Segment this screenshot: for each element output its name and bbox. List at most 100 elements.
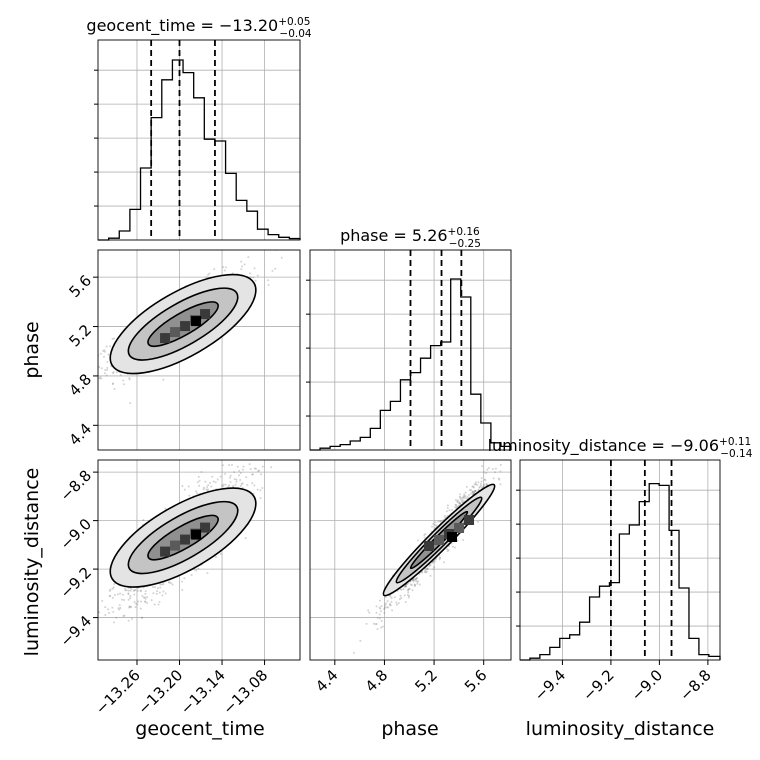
- scatter-point: [103, 349, 106, 352]
- scatter-point: [434, 524, 437, 527]
- scatter-point: [109, 345, 112, 348]
- scatter-point: [255, 467, 258, 470]
- scatter-point: [383, 608, 386, 611]
- ytick-label-phase: 5.2: [65, 321, 95, 351]
- scatter-point: [242, 468, 245, 471]
- scatter-point: [474, 490, 477, 493]
- scatter-point: [93, 371, 95, 373]
- scatter-point: [455, 503, 458, 506]
- scatter-point: [260, 473, 263, 476]
- scatter-point: [103, 350, 106, 353]
- scatter-point: [424, 571, 427, 574]
- title-main: luminosity_distance = −9.06: [488, 436, 719, 456]
- scatter-point: [428, 564, 431, 567]
- scatter-point: [119, 606, 122, 609]
- scatter-point: [472, 486, 475, 489]
- scatter-point: [242, 465, 245, 468]
- scatter-point: [159, 586, 162, 589]
- scatter-point: [100, 367, 103, 370]
- scatter-point: [223, 269, 226, 272]
- ytick-label-phase: 5.6: [65, 272, 95, 302]
- scatter-point: [162, 583, 165, 586]
- scatter-point: [228, 484, 231, 487]
- scatter-point: [424, 532, 427, 535]
- scatter-point: [456, 506, 459, 509]
- scatter-point: [242, 454, 244, 456]
- title-sup: +0.05: [278, 16, 310, 28]
- scatter-point: [135, 602, 138, 605]
- scatter-point: [161, 594, 164, 597]
- scatter-point: [435, 524, 438, 527]
- scatter-point: [390, 597, 393, 600]
- scatter-point: [202, 488, 205, 491]
- scatter-point: [253, 267, 256, 270]
- panel-frame: [309, 459, 512, 661]
- scatter-point: [393, 596, 396, 599]
- xtick-label-geocent_time: −13.20: [134, 666, 186, 718]
- hist-step-luminosity_distance: [520, 482, 721, 661]
- scatter-point: [122, 379, 125, 382]
- scatter-point: [111, 337, 114, 340]
- scatter-point: [477, 488, 480, 491]
- scatter-point: [395, 601, 398, 604]
- scatter-point: [470, 492, 473, 495]
- scatter-point: [446, 550, 449, 553]
- scatter-point: [139, 607, 142, 610]
- scatter-point: [256, 455, 258, 457]
- scatter-point: [127, 589, 130, 592]
- scatter-point: [231, 247, 233, 249]
- scatter-point: [487, 466, 490, 469]
- scatter-point: [432, 568, 435, 571]
- scatter-point: [229, 476, 232, 479]
- scatter-point: [221, 464, 224, 467]
- scatter-point: [442, 561, 445, 564]
- scatter-point: [261, 465, 264, 468]
- scatter-point: [474, 489, 477, 492]
- scatter-point: [236, 465, 239, 468]
- scatter-point: [464, 495, 467, 498]
- scatter-point: [416, 580, 419, 583]
- scatter-point: [144, 600, 147, 603]
- scatter-point: [413, 585, 416, 588]
- panel-frame: [309, 249, 512, 451]
- scatter-point: [239, 478, 242, 481]
- density-block: [180, 534, 191, 545]
- scatter-point: [408, 595, 411, 598]
- scatter-point: [157, 603, 160, 606]
- scatter-point: [459, 496, 462, 499]
- scatter-point: [168, 581, 171, 584]
- scatter-point: [200, 471, 203, 474]
- density-block: [160, 333, 171, 344]
- scatter-point: [123, 598, 126, 601]
- scatter-point: [445, 510, 448, 513]
- scatter-point: [375, 605, 378, 608]
- scatter-point: [240, 482, 243, 485]
- scatter-point: [214, 556, 217, 559]
- scatter-point: [115, 371, 118, 374]
- scatter-point: [372, 622, 375, 625]
- scatter-point: [259, 497, 262, 500]
- scatter-point: [121, 593, 124, 596]
- scatter-point: [207, 273, 210, 276]
- scatter-point: [407, 596, 410, 599]
- scatter-point: [99, 352, 102, 355]
- density-block: [454, 523, 465, 533]
- scatter-point: [407, 589, 410, 592]
- scatter-point: [216, 478, 219, 481]
- scatter-point: [180, 580, 183, 583]
- scatter-point: [82, 648, 84, 650]
- scatter-point: [235, 480, 238, 483]
- scatter-point: [389, 595, 392, 598]
- scatter-point: [499, 463, 502, 466]
- scatter-point: [438, 558, 441, 561]
- scatter-point: [160, 583, 163, 586]
- scatter-point: [456, 505, 459, 508]
- scatter-point: [229, 474, 232, 477]
- scatter-point: [152, 592, 155, 595]
- scatter-point: [98, 611, 101, 614]
- scatter-panel-phase-vs-luminosity_distance: [309, 459, 512, 661]
- hist-panel-luminosity_distance: [516, 459, 721, 661]
- scatter-point: [429, 574, 432, 577]
- scatter-point: [113, 582, 116, 585]
- scatter-point: [385, 606, 388, 609]
